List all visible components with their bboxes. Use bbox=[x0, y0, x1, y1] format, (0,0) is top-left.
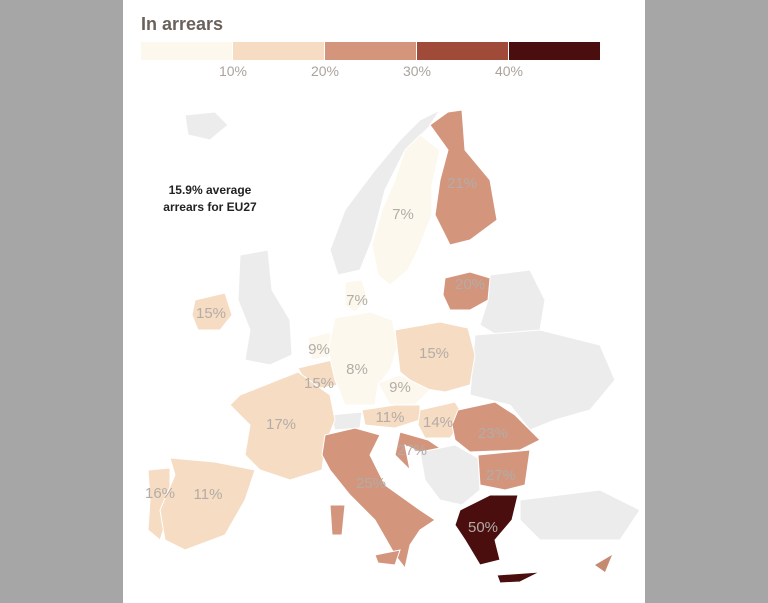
country-label: 11% bbox=[376, 409, 405, 426]
country bbox=[477, 449, 531, 491]
country-label: 50% bbox=[468, 519, 498, 536]
turkey bbox=[519, 489, 641, 541]
country-label: 17% bbox=[266, 416, 296, 433]
country-label: 27% bbox=[397, 442, 427, 459]
country bbox=[442, 271, 491, 311]
country-label: 15% bbox=[419, 345, 449, 362]
country-label: 11% bbox=[194, 486, 223, 503]
legend-swatch bbox=[417, 42, 508, 60]
legend-tick-label: 30% bbox=[403, 63, 431, 79]
country bbox=[454, 494, 519, 566]
country-label: 15% bbox=[196, 305, 226, 322]
country-label: 8% bbox=[346, 361, 368, 378]
country-label: 14% bbox=[423, 414, 453, 431]
background-countries bbox=[184, 108, 641, 572]
country-label: 25% bbox=[356, 475, 386, 492]
legend-swatch bbox=[233, 42, 324, 60]
balkans bbox=[419, 444, 481, 506]
country bbox=[191, 292, 233, 331]
country bbox=[394, 431, 442, 472]
country-label: 27% bbox=[486, 467, 516, 484]
country bbox=[344, 279, 369, 313]
regions bbox=[147, 109, 541, 584]
legend-tick-label: 40% bbox=[495, 63, 523, 79]
country bbox=[229, 371, 336, 481]
country-label: 7% bbox=[346, 292, 368, 309]
labels: 21% 7% 20% 7% 15% 9% 15% 8% 15% 9% 17% 11% 14% 23% 27%… bbox=[145, 175, 516, 536]
legend-tick-label: 10% bbox=[219, 63, 247, 79]
country bbox=[329, 504, 346, 536]
country-label: 21% bbox=[447, 175, 477, 192]
norway bbox=[329, 108, 442, 276]
country-label: 7% bbox=[392, 206, 414, 223]
country-label: 9% bbox=[389, 379, 411, 396]
annotation: arrears for EU27 bbox=[163, 200, 257, 214]
country bbox=[321, 427, 436, 570]
annotation: 15.9% average bbox=[169, 183, 252, 197]
country bbox=[429, 109, 498, 246]
title: In arrears bbox=[141, 14, 223, 34]
iceland bbox=[184, 111, 229, 141]
ukraine bbox=[469, 329, 616, 431]
country bbox=[371, 134, 441, 286]
country bbox=[451, 401, 541, 453]
country-label: 9% bbox=[308, 341, 330, 358]
country-label: 16% bbox=[145, 485, 175, 502]
country bbox=[374, 549, 401, 566]
legend-swatch bbox=[141, 42, 232, 60]
legend-swatch bbox=[509, 42, 600, 60]
country-label: 23% bbox=[478, 425, 508, 442]
legend-tick-label: 20% bbox=[311, 63, 339, 79]
country-label: 20% bbox=[455, 276, 485, 293]
cyprus bbox=[595, 555, 612, 572]
legend: 10% 20% 30% 40% bbox=[141, 42, 600, 79]
country bbox=[394, 321, 476, 393]
country bbox=[377, 374, 431, 406]
country-label: 15% bbox=[304, 375, 334, 392]
uk bbox=[237, 249, 293, 366]
country bbox=[496, 571, 541, 584]
country bbox=[159, 457, 256, 551]
legend-swatch bbox=[325, 42, 416, 60]
